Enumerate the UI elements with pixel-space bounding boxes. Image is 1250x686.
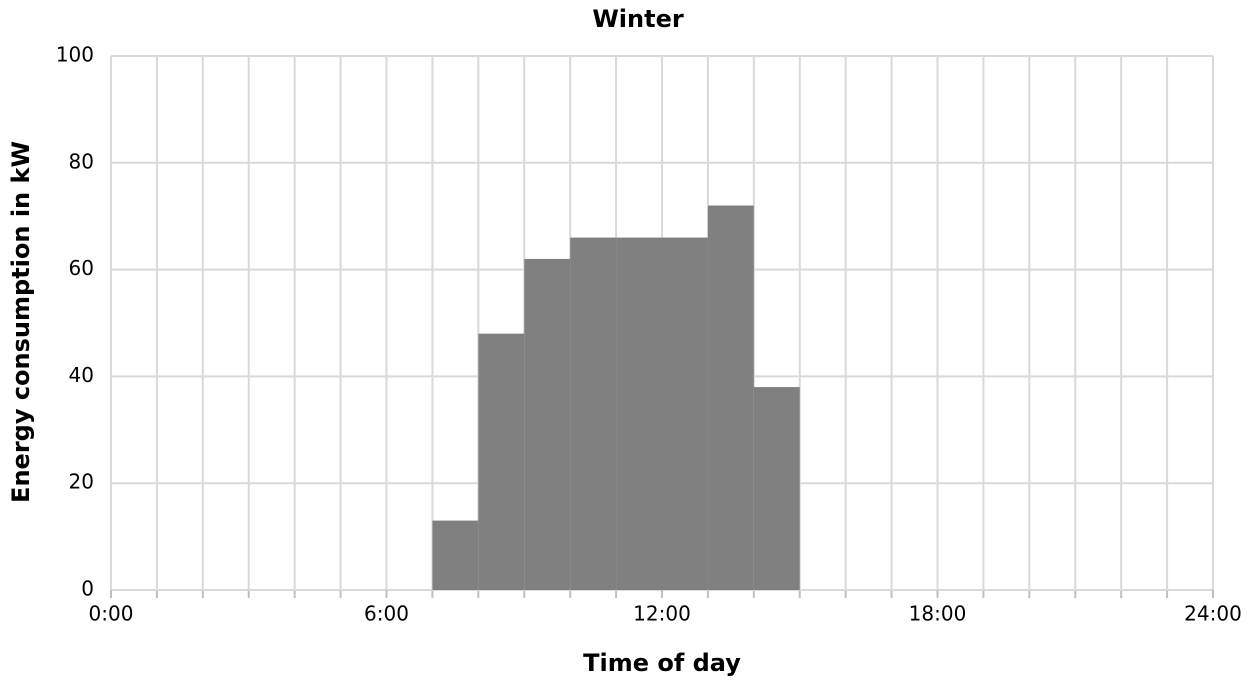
bar: [662, 237, 708, 590]
y-tick-label: 100: [56, 43, 94, 67]
x-tick-label: 24:00: [1184, 602, 1242, 626]
x-tick-label: 0:00: [89, 602, 134, 626]
bar: [432, 520, 479, 590]
y-tick-label: 40: [69, 363, 94, 387]
x-axis-label: Time of day: [583, 649, 741, 677]
bar: [524, 258, 571, 590]
chart-title: Winter: [592, 5, 684, 33]
y-tick-label: 20: [69, 470, 94, 494]
y-tick-label: 60: [69, 256, 94, 280]
bar: [570, 237, 617, 590]
y-axis-label: Energy consumption in kW: [7, 141, 35, 503]
bar: [616, 237, 662, 590]
y-tick-label: 0: [81, 577, 94, 601]
x-tick-label: 6:00: [364, 602, 409, 626]
y-tick-label: 80: [69, 149, 94, 173]
x-tick-label: 18:00: [909, 602, 967, 626]
bar: [753, 387, 800, 590]
bar: [707, 205, 754, 590]
x-tick-label: 12:00: [633, 602, 691, 626]
bar: [478, 333, 525, 590]
